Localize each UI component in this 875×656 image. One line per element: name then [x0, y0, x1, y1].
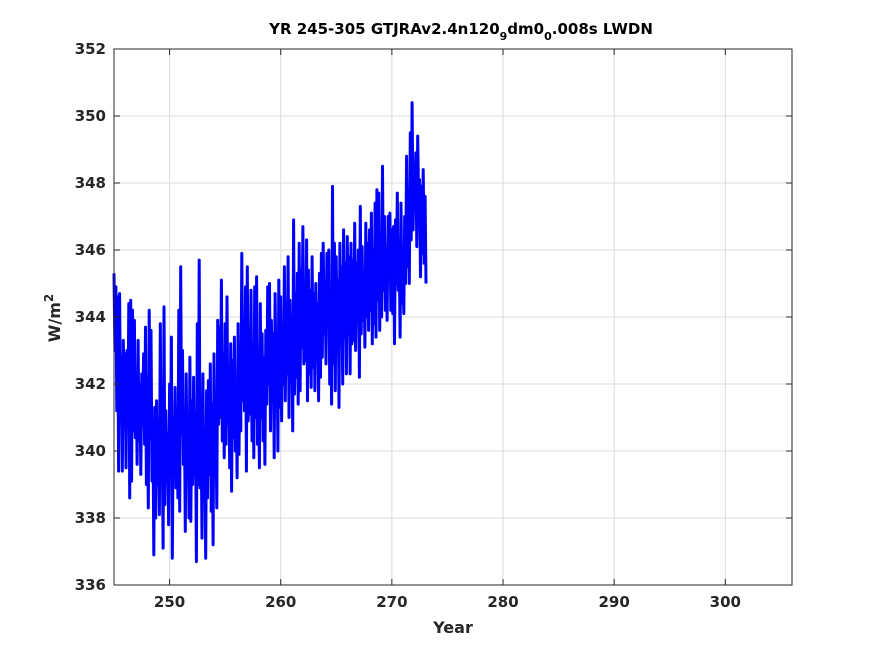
x-tick-label: 250	[154, 593, 185, 611]
y-tick-label: 352	[75, 40, 106, 58]
y-tick-label: 340	[75, 442, 106, 460]
series-line	[112, 101, 428, 564]
y-tick-label: 348	[75, 174, 106, 192]
y-tick-label: 350	[75, 107, 106, 125]
y-tick-label: 336	[75, 576, 106, 594]
series-layer	[112, 101, 428, 564]
y-tick-label: 338	[75, 509, 106, 527]
x-tick-label: 300	[710, 593, 741, 611]
tick-labels: 250 260 270 280 290 300 336 338 340 342 344 346 348 3…	[75, 40, 792, 611]
y-tick-label: 346	[75, 241, 106, 259]
x-tick-label: 270	[376, 593, 407, 611]
y-tick-label: 342	[75, 375, 106, 393]
y-tick-label: 344	[75, 308, 106, 326]
y-axis-label: W/m2	[42, 294, 64, 343]
chart-title: YR 245-305 GTJRAv2.4n1209dm00.008s LWDN	[268, 20, 653, 43]
x-tick-label: 280	[487, 593, 518, 611]
x-tick-label: 290	[599, 593, 630, 611]
x-axis-label: Year	[432, 618, 473, 637]
x-tick-label: 260	[265, 593, 296, 611]
